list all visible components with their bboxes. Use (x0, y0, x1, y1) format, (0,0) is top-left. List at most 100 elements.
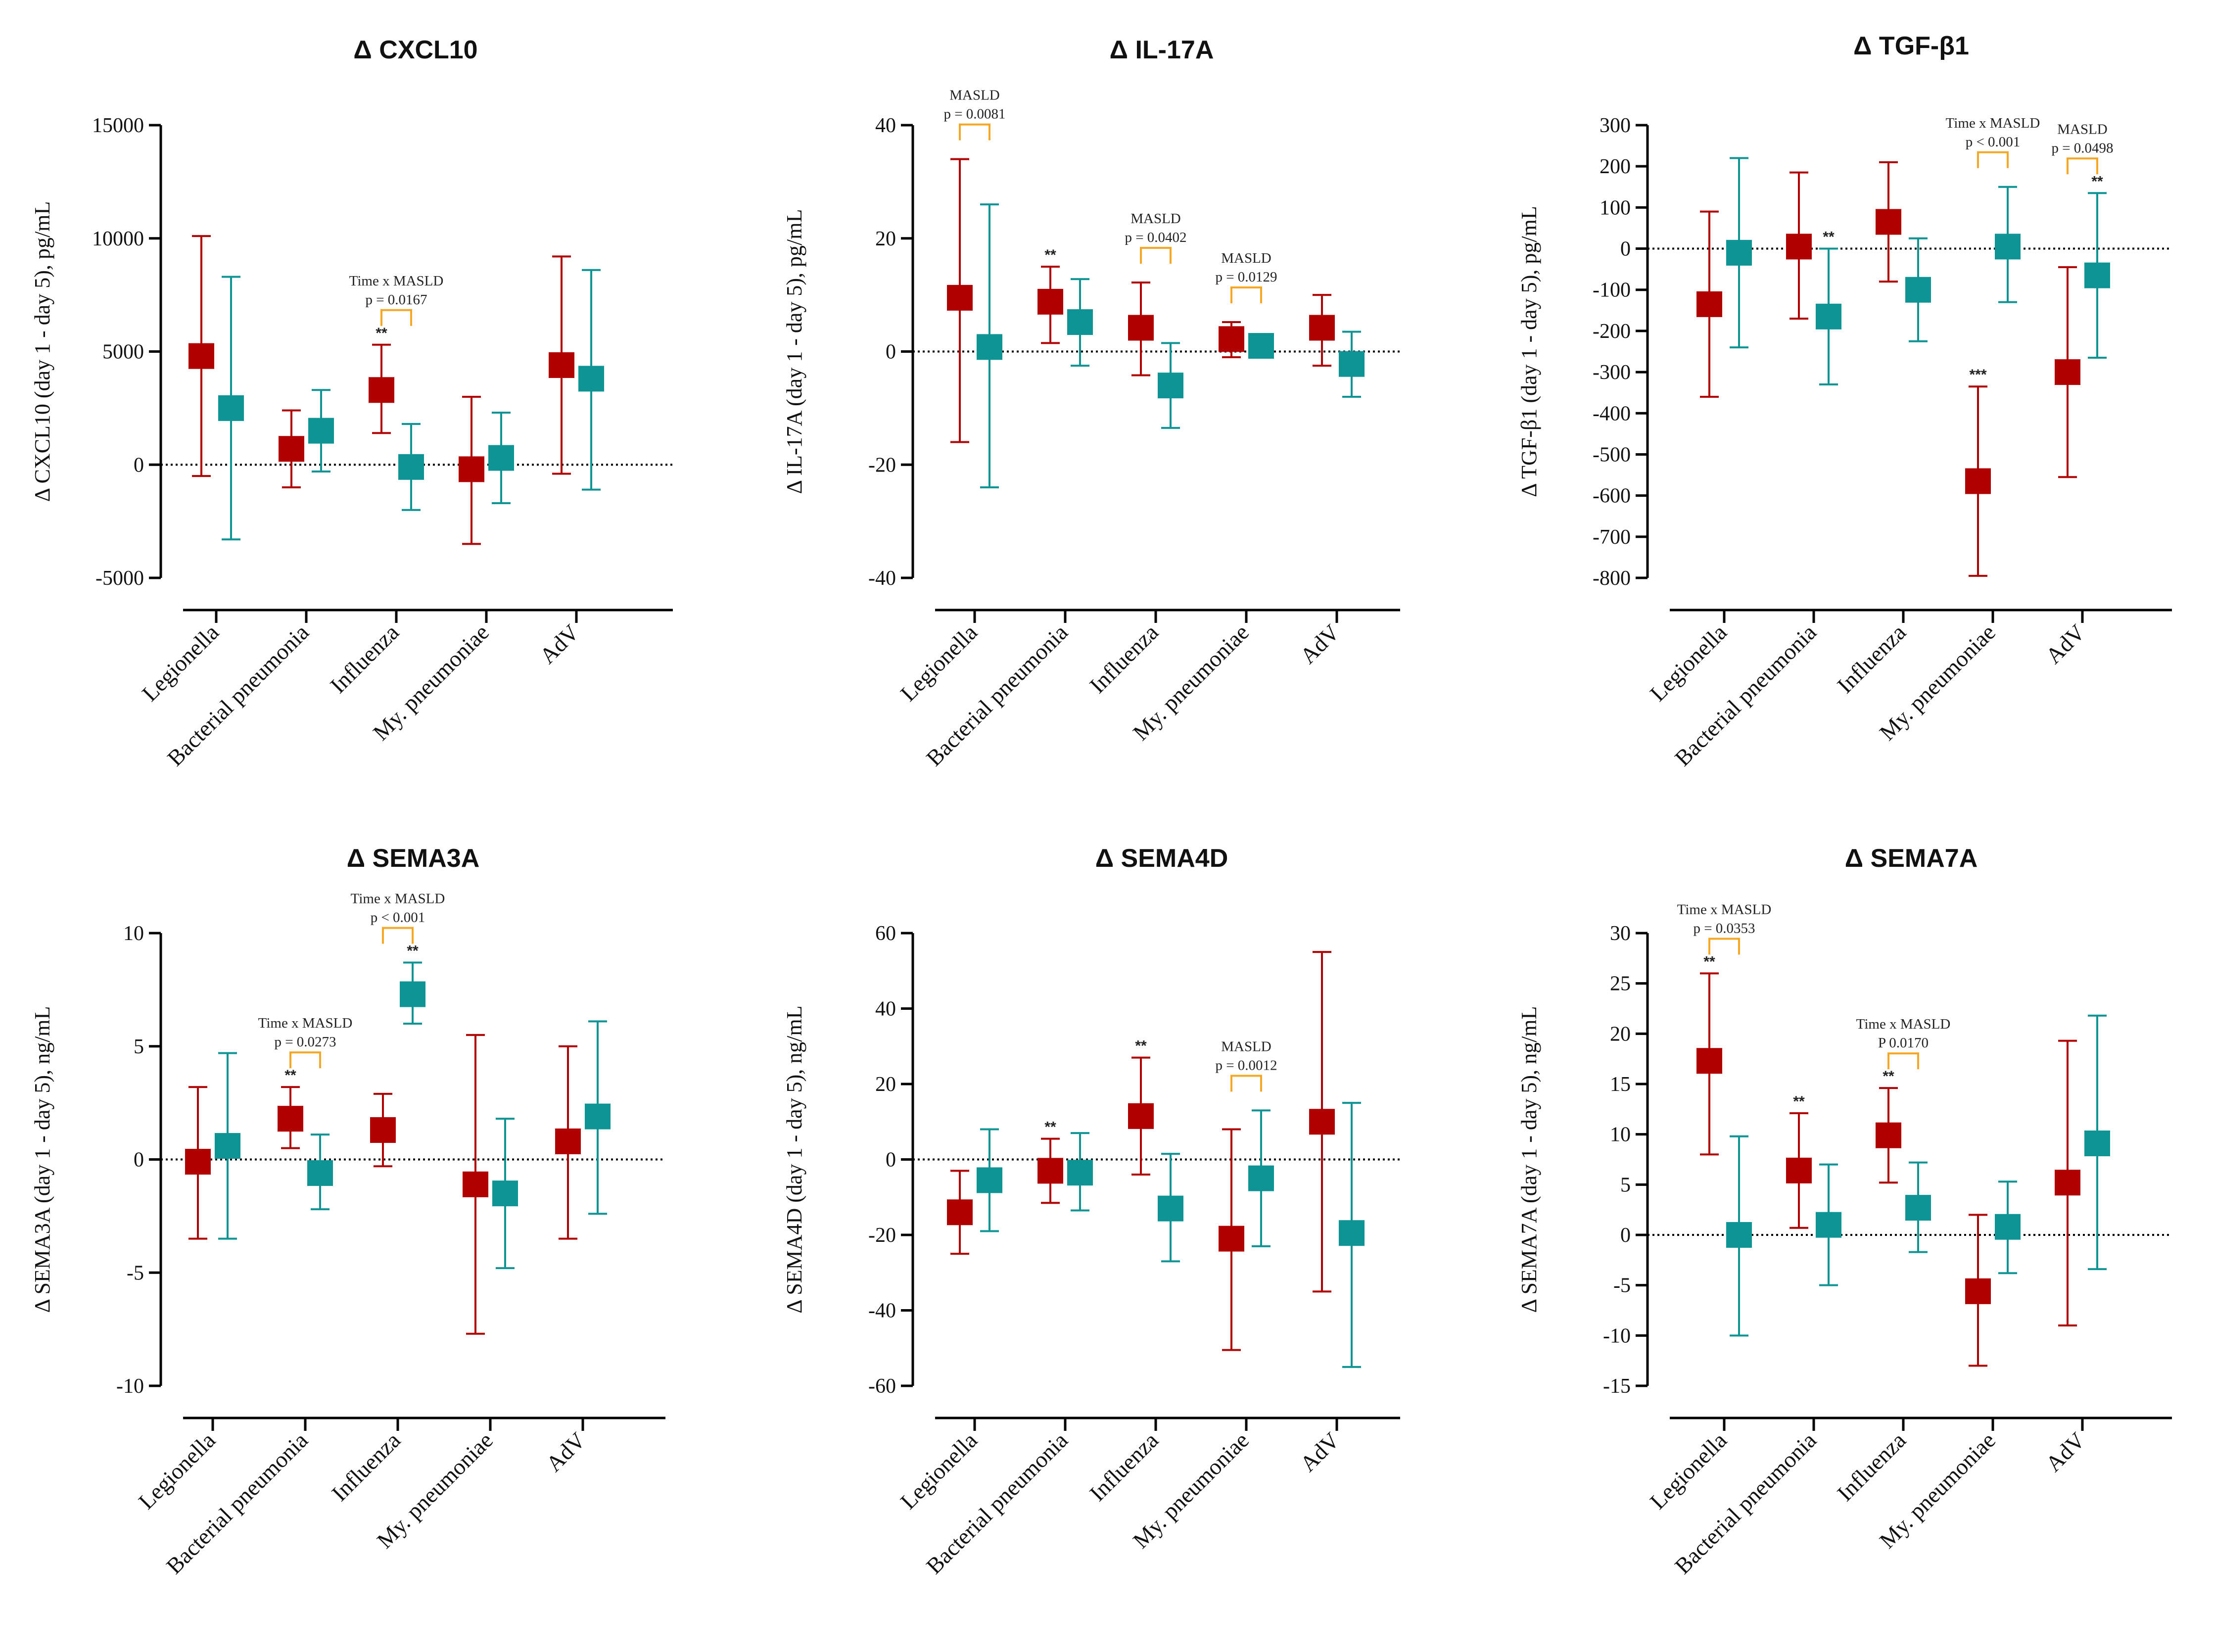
data-point (1309, 315, 1335, 341)
data-point (492, 1180, 518, 1207)
data-point (1248, 1165, 1274, 1191)
x-tick-label: Influenza (1832, 1427, 1911, 1506)
significance-annotation: Time x MASLD p < 0.001 (1946, 115, 2040, 168)
data-point (307, 1160, 333, 1186)
x-tick-label: AdV (2041, 1427, 2090, 1476)
y-tick-label: 60 (875, 922, 896, 945)
y-tick-label: 10 (123, 922, 144, 945)
data-point (585, 1103, 611, 1130)
data-point (1339, 351, 1365, 377)
x-tick-label: AdV (2041, 619, 2090, 668)
data-point (1128, 315, 1154, 341)
x-tick-label: Legionella (895, 1427, 982, 1514)
data-point (1816, 303, 1841, 330)
annotation-p-value: p < 0.001 (371, 909, 425, 925)
y-tick-label: -60 (868, 1375, 896, 1398)
chart-title: Δ SEMA4D (1095, 844, 1228, 873)
data-point (1309, 1109, 1335, 1135)
series-masld: ** (188, 235, 574, 545)
chart-panel-3: Δ TGF-β1 Δ TGF-β1 (day 1 - day 5), pg/mL -… (1517, 32, 2172, 771)
data-point (1339, 1220, 1365, 1246)
significance-stars: ** (1883, 1068, 1894, 1085)
data-point (2055, 1170, 2080, 1196)
y-tick-label: 0 (134, 1149, 144, 1172)
annotation-test-label: Time x MASLD (351, 891, 445, 906)
data-point (555, 1128, 581, 1154)
significance-annotation: MASLD p = 0.0129 (1215, 250, 1277, 304)
annotation-test-label: Time x MASLD (258, 1015, 353, 1031)
chart-panel-1: Δ CXCL10 Δ CXCL10 (day 1 - day 5), pg/mL -… (30, 36, 673, 771)
series-masld: ** (185, 1034, 581, 1335)
data-point (279, 436, 304, 462)
data-point (977, 1167, 1002, 1193)
data-point (2084, 1130, 2110, 1156)
y-tick-label: 0 (134, 454, 144, 476)
data-point (488, 445, 514, 471)
data-point (278, 1106, 303, 1132)
y-tick-label: 40 (875, 998, 896, 1021)
annotation-p-value: p = 0.0402 (1125, 230, 1186, 245)
x-tick-label: Legionella (137, 619, 224, 706)
significance-bracket (1977, 151, 2009, 168)
y-tick-label: 20 (875, 1073, 896, 1096)
data-point (308, 418, 334, 444)
annotation-p-value: p = 0.0012 (1215, 1057, 1277, 1073)
data-point (1158, 1195, 1183, 1222)
significance-bracket (1887, 1052, 1919, 1070)
significance-bracket (380, 309, 412, 326)
y-tick-label: 5 (134, 1036, 144, 1058)
y-tick-label: -600 (1593, 485, 1631, 508)
significance-bracket (1230, 1075, 1262, 1092)
significance-stars: ** (1044, 247, 1056, 263)
annotation-p-value: p = 0.0129 (1215, 269, 1277, 285)
data-point (2084, 262, 2110, 288)
data-point (1786, 1157, 1812, 1183)
annotation-test-label: MASLD (2057, 121, 2108, 137)
data-point (549, 352, 574, 378)
data-point (1726, 1222, 1752, 1248)
data-point (947, 1199, 973, 1226)
x-tick-label: Legionella (134, 1427, 220, 1514)
y-tick-label: 20 (1610, 1023, 1631, 1045)
significance-annotation: MASLD p = 0.0498 (2051, 121, 2114, 175)
annotation-test-label: MASLD (1130, 211, 1181, 227)
y-tick-label: 0 (1620, 1224, 1631, 1247)
chart-title: Δ SEMA7A (1845, 844, 1978, 873)
data-point (1696, 1048, 1722, 1074)
x-tick-label: Influenza (1084, 619, 1163, 698)
y-tick-label: 15000 (92, 114, 144, 137)
significance-annotation: Time x MASLD P 0.0170 (1856, 1016, 1950, 1070)
series-non-masld: ** ** (1726, 157, 2110, 386)
y-tick-label: 5 (1620, 1174, 1631, 1196)
y-tick-label: -20 (868, 1224, 896, 1247)
series-non-masld: ** (215, 943, 611, 1270)
x-tick-label: Legionella (895, 619, 982, 706)
chart-panel-5: Δ SEMA4D Δ SEMA4D (day 1 - day 5), ng/mL -… (782, 844, 1400, 1579)
annotation-test-label: Time x MASLD (1946, 115, 2040, 131)
data-point (185, 1149, 211, 1175)
significance-annotation: Time x MASLD p = 0.0353 (1677, 901, 1772, 955)
y-tick-label: -40 (868, 1300, 896, 1322)
significance-bracket (1230, 286, 1262, 304)
data-point (578, 366, 604, 392)
data-point (369, 377, 394, 403)
significance-annotation: Time x MASLD p < 0.001 (351, 891, 445, 944)
data-point (1726, 239, 1752, 266)
x-tick-label: Legionella (1645, 1427, 1732, 1514)
significance-annotation: MASLD p = 0.0402 (1125, 211, 1187, 264)
y-tick-label: -500 (1593, 443, 1631, 466)
x-tick-label: Legionella (1645, 619, 1732, 706)
data-point (459, 456, 484, 482)
significance-stars: *** (1969, 367, 1986, 383)
significance-bracket (1708, 938, 1740, 955)
data-point (398, 454, 424, 480)
y-tick-label: -10 (1603, 1324, 1631, 1347)
annotation-test-label: Time x MASLD (1677, 901, 1772, 917)
significance-stars: ** (1703, 953, 1715, 970)
data-point (400, 981, 425, 1007)
chart-title: Δ TGF-β1 (1853, 32, 1969, 60)
y-tick-label: -300 (1593, 361, 1631, 384)
y-tick-label: -100 (1593, 279, 1631, 302)
y-tick-label: -700 (1593, 526, 1631, 549)
